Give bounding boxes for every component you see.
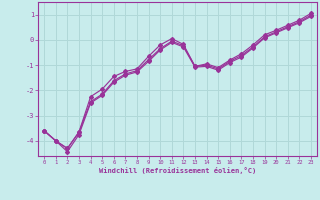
X-axis label: Windchill (Refroidissement éolien,°C): Windchill (Refroidissement éolien,°C) (99, 167, 256, 174)
